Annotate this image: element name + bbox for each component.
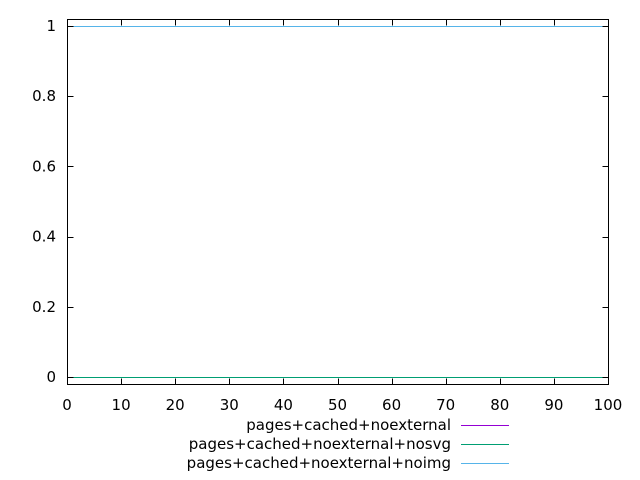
x-tick-label: 10 bbox=[112, 396, 131, 414]
y-tick-label: 1 bbox=[46, 17, 56, 35]
legend-label-3: pages+cached+noexternal+noimg bbox=[187, 454, 451, 472]
x-tick-label: 100 bbox=[594, 396, 623, 414]
series-layer bbox=[67, 26, 608, 378]
x-tick-label: 0 bbox=[62, 396, 72, 414]
legend-label-1: pages+cached+noexternal bbox=[246, 416, 451, 434]
x-tick-label: 20 bbox=[166, 396, 185, 414]
x-tick-label: 90 bbox=[544, 396, 563, 414]
y-tick-label: 0.6 bbox=[32, 157, 56, 175]
y-tick-label: 0.4 bbox=[32, 228, 56, 246]
x-tick-label: 70 bbox=[436, 396, 455, 414]
ticks-layer: 0 10 20 30 40 50 60 70 80 90 100 0 0.2 0.4 0.6 0.8 1 bbox=[32, 17, 622, 414]
x-tick-label: 80 bbox=[490, 396, 509, 414]
plot-frame bbox=[67, 19, 609, 385]
x-tick-label: 30 bbox=[220, 396, 239, 414]
x-tick-label: 50 bbox=[328, 396, 347, 414]
y-tick-label: 0.2 bbox=[32, 298, 56, 316]
y-tick-label: 0.8 bbox=[32, 87, 56, 105]
x-tick-label: 40 bbox=[274, 396, 293, 414]
x-tick-label: 60 bbox=[382, 396, 401, 414]
legend-label-2: pages+cached+noexternal+nosvg bbox=[189, 435, 451, 453]
legend: pages+cached+noexternalpages+cached+noex… bbox=[187, 416, 509, 472]
y-tick-label: 0 bbox=[46, 368, 56, 386]
